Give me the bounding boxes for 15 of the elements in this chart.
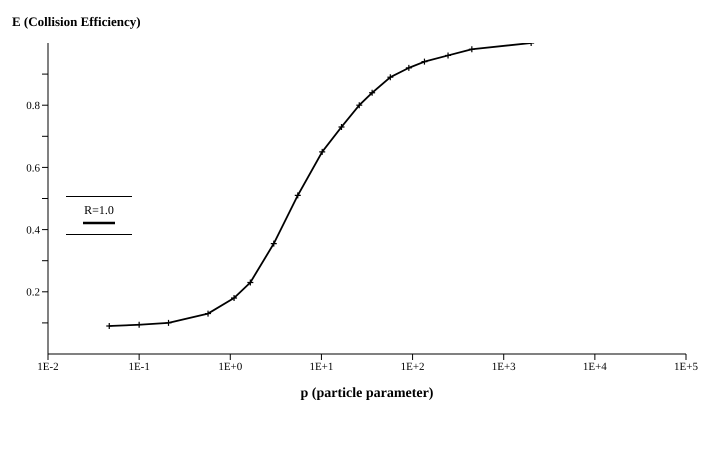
y-tick-label: 0.4 [26,224,40,237]
x-tick-label: 1E+0 [218,360,243,373]
x-tick-label: 1E+4 [582,360,608,373]
x-tick-label: 1E+5 [674,360,698,373]
x-tick-label: 1E-2 [37,360,59,373]
x-tick-label: 1E-1 [128,360,150,373]
x-tick-label: 1E+1 [309,360,334,373]
legend-frame: R=1.0 [66,196,132,235]
y-tick-label: 0.6 [26,162,40,174]
y-axis-title: E (Collision Efficiency) [12,14,141,30]
x-axis-title: p (particle parameter) [300,386,434,401]
y-tick-label: 0.2 [26,286,40,299]
x-tick-label: 1E+2 [400,360,425,373]
x-tick-label: 1E+3 [492,360,516,373]
y-tick-label: 0.8 [26,100,40,112]
